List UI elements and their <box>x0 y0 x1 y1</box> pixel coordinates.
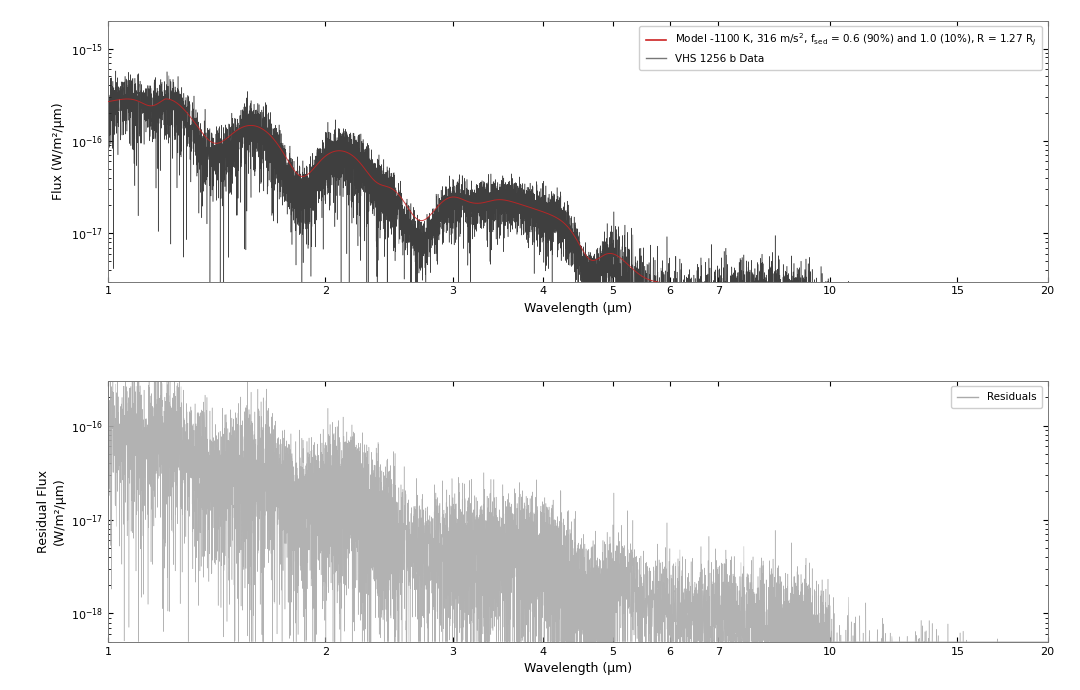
Legend: Residuals: Residuals <box>951 386 1042 408</box>
Legend: Model -1100 K, 316 m/s$^2$, f$_{\rm sed}$ = 0.6 (90%) and 1.0 (10%), R = 1.27 R$: Model -1100 K, 316 m/s$^2$, f$_{\rm sed}… <box>639 26 1042 70</box>
Y-axis label: Residual Flux
(W/m²/μm): Residual Flux (W/m²/μm) <box>38 470 66 553</box>
X-axis label: Wavelength (μm): Wavelength (μm) <box>524 302 632 315</box>
Y-axis label: Flux (W/m²/μm): Flux (W/m²/μm) <box>53 102 66 200</box>
X-axis label: Wavelength (μm): Wavelength (μm) <box>524 662 632 675</box>
